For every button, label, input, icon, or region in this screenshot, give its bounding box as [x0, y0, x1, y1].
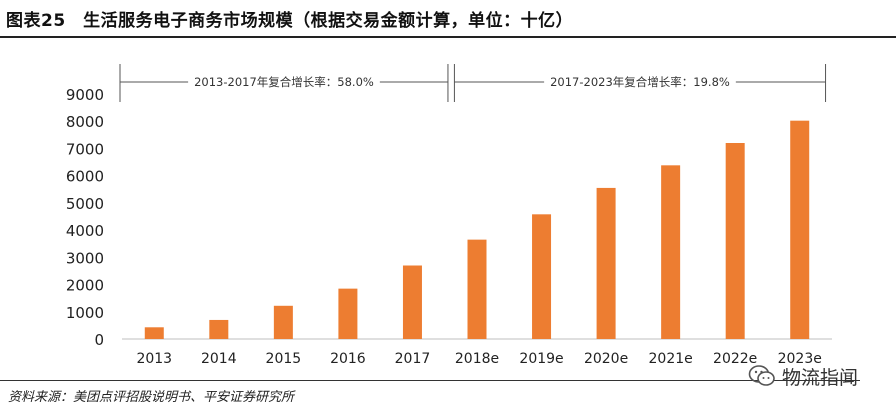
bar-2016 [338, 288, 358, 339]
x-tick-label: 2017 [395, 351, 431, 367]
x-tick-label: 2018e [455, 351, 499, 367]
watermark-text: 物流指闻 [782, 366, 859, 389]
bar-2020e [596, 187, 616, 339]
footer-divider [0, 380, 860, 381]
source-note: 资料来源：美团点评招股说明书、平安证券研究所 [8, 390, 295, 405]
bar-2013 [144, 327, 164, 339]
y-tick-label: 1000 [66, 304, 104, 322]
cagr-label: 2017-2023年复合增长率：19.8% [550, 75, 730, 89]
x-tick-label: 2015 [266, 351, 302, 367]
wechat-icon [748, 365, 775, 386]
bar-2021e [661, 165, 681, 339]
y-tick-label: 6000 [66, 168, 104, 186]
bar-2015 [273, 305, 293, 339]
x-tick-label: 2021e [649, 351, 693, 367]
x-tick-label: 2013 [136, 351, 172, 367]
x-tick-label: 2019e [519, 351, 563, 367]
bar-2017 [402, 265, 422, 339]
bar-2023e [790, 120, 810, 339]
y-tick-label: 7000 [66, 140, 104, 158]
x-tick-label: 2016 [330, 351, 366, 367]
cagr-label: 2013-2017年复合增长率：58.0% [194, 75, 374, 89]
bar-2014 [209, 319, 229, 339]
x-tick-label: 2023e [778, 351, 822, 367]
x-tick-label: 2020e [584, 351, 628, 367]
y-tick-label: 4000 [66, 222, 104, 240]
x-tick-label: 2014 [201, 351, 237, 367]
y-tick-label: 8000 [66, 113, 104, 131]
y-tick-label: 5000 [66, 195, 104, 213]
title-bar: 图表25 生活服务电子商务市场规模（根据交易金额计算，单位：十亿） [0, 0, 896, 38]
y-tick-label: 0 [94, 331, 104, 349]
watermark: 物流指闻 [748, 362, 858, 390]
bar-2018e [467, 239, 487, 339]
y-tick-label: 3000 [66, 249, 104, 267]
y-tick-label: 2000 [66, 277, 104, 295]
bar-chart: 0 1000 2000 3000 4000 5000 6000 7000 8000 9000 201… [66, 64, 832, 367]
y-tick-label: 9000 [66, 86, 104, 104]
bar-2022e [725, 143, 745, 339]
bar-2019e [532, 214, 552, 339]
x-tick-label: 2022e [713, 351, 757, 367]
page-title: 图表25 生活服务电子商务市场规模（根据交易金额计算，单位：十亿） [6, 11, 574, 31]
